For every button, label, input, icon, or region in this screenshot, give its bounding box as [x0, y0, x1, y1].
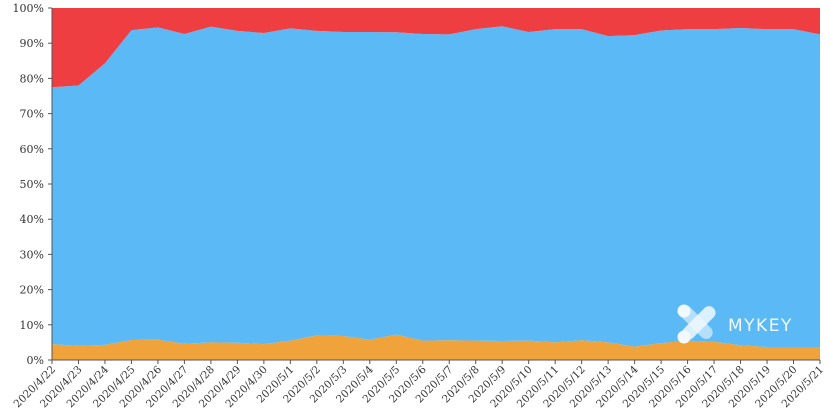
area-series-1 [52, 334, 820, 360]
area-layers [52, 8, 820, 360]
mykey-logo-icon [677, 304, 716, 344]
area-series-3 [52, 8, 820, 88]
y-tick-label: 100% [13, 2, 44, 15]
y-tick-label: 10% [20, 319, 44, 332]
y-tick-label: 20% [20, 284, 44, 297]
y-tick-labels: 0% 10% 20% 30% 40% 50% 60% 70% 80% 90% 100% [13, 2, 52, 367]
y-tick-label: 40% [20, 213, 44, 226]
watermark: MYKEY [677, 304, 793, 344]
y-tick-label: 80% [20, 72, 44, 85]
y-tick-label: 0% [27, 354, 44, 367]
y-tick-label: 60% [20, 143, 44, 156]
y-tick-label: 50% [20, 178, 44, 191]
watermark-text: MYKEY [728, 316, 793, 336]
area-series-2 [52, 26, 820, 347]
y-tick-label: 70% [20, 108, 44, 121]
y-tick-label: 30% [20, 248, 44, 261]
y-tick-label: 90% [20, 37, 44, 50]
x-tick-labels: 2020/4/222020/4/232020/4/242020/4/252020… [12, 360, 826, 410]
